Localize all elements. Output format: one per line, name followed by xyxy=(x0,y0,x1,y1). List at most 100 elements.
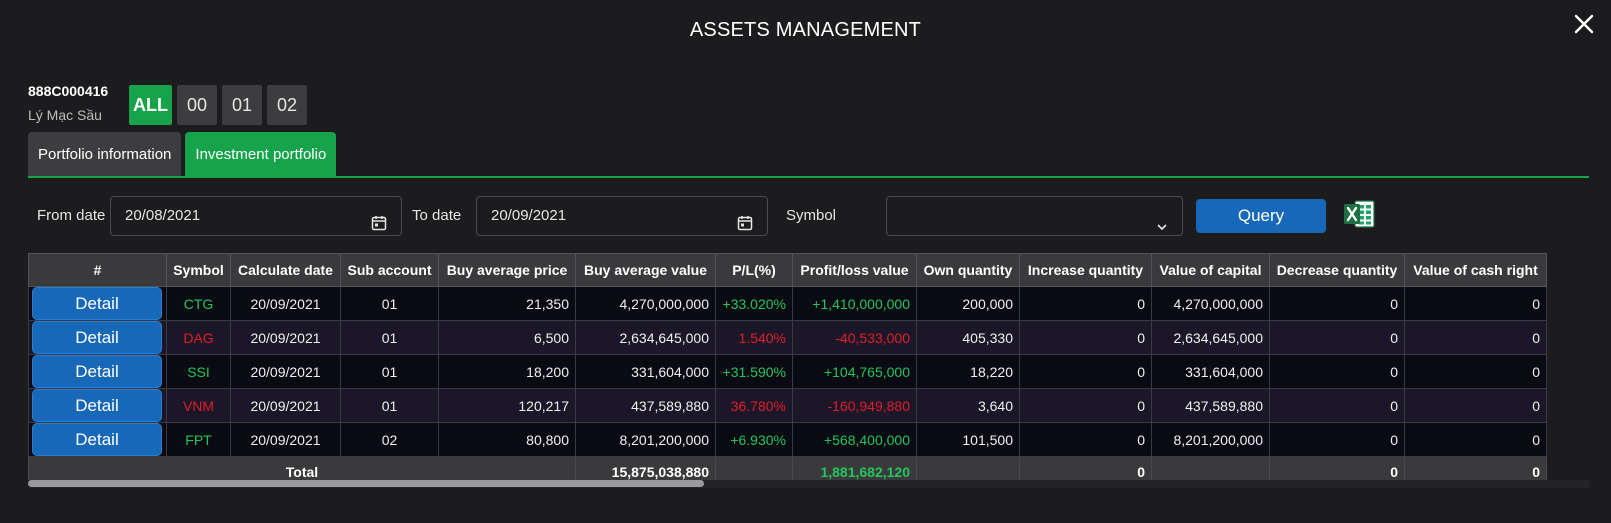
column-header: Value of capital xyxy=(1151,253,1270,287)
column-header: Sub account xyxy=(340,253,439,287)
detail-cell: Detail xyxy=(28,286,167,321)
pl-percent-cell: 1.540% xyxy=(715,320,793,355)
detail-cell: Detail xyxy=(28,388,167,423)
sub-account-00[interactable]: 00 xyxy=(177,85,217,125)
account-name: Lý Mạc Sầu xyxy=(28,107,102,123)
excel-icon[interactable] xyxy=(1342,197,1376,231)
symbol-select[interactable] xyxy=(886,196,1183,236)
from-date-value: 20/08/2021 xyxy=(125,207,201,224)
increase-quantity-cell: 0 xyxy=(1019,354,1152,389)
from-date-input[interactable]: 20/08/2021 xyxy=(110,196,402,236)
calculate-date-cell: 20/09/2021 xyxy=(230,286,341,321)
detail-button[interactable]: Detail xyxy=(33,424,161,455)
value-of-capital-cell: 437,589,880 xyxy=(1151,388,1270,423)
tab-investment-portfolio[interactable]: Investment portfolio xyxy=(185,132,337,176)
buy-average-value-cell: 4,270,000,000 xyxy=(575,286,716,321)
table-row: Detail SSI 20/09/2021 01 18,200 331,604,000 +3… xyxy=(28,354,1547,389)
detail-button[interactable]: Detail xyxy=(33,390,161,421)
sub-account-cell: 01 xyxy=(340,388,439,423)
own-quantity-cell: 200,000 xyxy=(916,286,1020,321)
filter-bar: From date 20/08/2021 To date 20/09/2021 … xyxy=(28,196,1589,236)
column-header: P/L(%) xyxy=(715,253,793,287)
column-header: Profit/loss value xyxy=(792,253,917,287)
buy-average-price-cell: 120,217 xyxy=(438,388,576,423)
detail-button[interactable]: Detail xyxy=(33,322,161,353)
column-header: Buy average value xyxy=(575,253,716,287)
buy-average-price-cell: 80,800 xyxy=(438,422,576,457)
detail-button[interactable]: Detail xyxy=(33,356,161,387)
account-info: 888C000416 Lý Mạc Sầu xyxy=(28,83,108,123)
sub-account-cell: 01 xyxy=(340,354,439,389)
symbol-cell: CTG xyxy=(166,286,231,321)
buy-average-price-cell: 6,500 xyxy=(438,320,576,355)
table-row: Detail CTG 20/09/2021 01 21,350 4,270,000,000… xyxy=(28,286,1547,321)
profit-loss-value-cell: -160,949,880 xyxy=(792,388,917,423)
table-row: Detail VNM 20/09/2021 01 120,217 437,589,880 3… xyxy=(28,388,1547,423)
profit-loss-value-cell: -40,533,000 xyxy=(792,320,917,355)
calendar-icon[interactable] xyxy=(737,208,753,231)
horizontal-scrollbar-thumb[interactable] xyxy=(28,480,704,487)
pl-percent-cell: +33.020% xyxy=(715,286,793,321)
to-date-label: To date xyxy=(412,207,462,224)
own-quantity-cell: 405,330 xyxy=(916,320,1020,355)
chevron-down-icon xyxy=(1156,210,1168,231)
calendar-icon[interactable] xyxy=(371,208,387,231)
profit-loss-value-cell: +568,400,000 xyxy=(792,422,917,457)
to-date-value: 20/09/2021 xyxy=(491,207,567,224)
horizontal-scrollbar-track[interactable] xyxy=(28,480,1589,488)
portfolio-table-wrapper: # Symbol Calculate date Sub account Buy … xyxy=(28,253,1589,491)
detail-button[interactable]: Detail xyxy=(33,288,161,319)
column-header: Buy average price xyxy=(438,253,576,287)
sub-account-02[interactable]: 02 xyxy=(267,85,307,125)
from-date-label: From date xyxy=(37,207,106,224)
profit-loss-value-cell: +1,410,000,000 xyxy=(792,286,917,321)
table-header-row: # Symbol Calculate date Sub account Buy … xyxy=(28,253,1547,287)
to-date-input[interactable]: 20/09/2021 xyxy=(476,196,768,236)
column-header: Symbol xyxy=(166,253,231,287)
symbol-cell: FPT xyxy=(166,422,231,457)
buy-average-value-cell: 8,201,200,000 xyxy=(575,422,716,457)
pl-percent-cell: +6.930% xyxy=(715,422,793,457)
buy-average-value-cell: 437,589,880 xyxy=(575,388,716,423)
value-of-cash-right-cell: 0 xyxy=(1404,354,1547,389)
query-button[interactable]: Query xyxy=(1196,199,1326,233)
calculate-date-cell: 20/09/2021 xyxy=(230,320,341,355)
value-of-cash-right-cell: 0 xyxy=(1404,388,1547,423)
pl-percent-cell: 36.780% xyxy=(715,388,793,423)
value-of-capital-cell: 4,270,000,000 xyxy=(1151,286,1270,321)
column-header: Value of cash right xyxy=(1404,253,1547,287)
detail-cell: Detail xyxy=(28,354,167,389)
increase-quantity-cell: 0 xyxy=(1019,286,1152,321)
symbol-label: Symbol xyxy=(786,207,837,224)
sub-account-all[interactable]: ALL xyxy=(129,85,172,125)
decrease-quantity-cell: 0 xyxy=(1269,388,1405,423)
column-header: Calculate date xyxy=(230,253,341,287)
value-of-capital-cell: 331,604,000 xyxy=(1151,354,1270,389)
main-tabs: Portfolio information Investment portfol… xyxy=(28,132,337,176)
tab-underline xyxy=(28,176,1589,178)
symbol-cell: SSI xyxy=(166,354,231,389)
buy-average-price-cell: 21,350 xyxy=(438,286,576,321)
tab-portfolio-information[interactable]: Portfolio information xyxy=(28,132,182,176)
value-of-cash-right-cell: 0 xyxy=(1404,286,1547,321)
portfolio-table: # Symbol Calculate date Sub account Buy … xyxy=(28,253,1547,487)
sub-account-selector: ALL 00 01 02 xyxy=(129,85,307,125)
value-of-capital-cell: 8,201,200,000 xyxy=(1151,422,1270,457)
increase-quantity-cell: 0 xyxy=(1019,320,1152,355)
buy-average-price-cell: 18,200 xyxy=(438,354,576,389)
column-header: Increase quantity xyxy=(1019,253,1152,287)
pl-percent-cell: +31.590% xyxy=(715,354,793,389)
sub-account-cell: 02 xyxy=(340,422,439,457)
account-id: 888C000416 xyxy=(28,83,109,99)
column-header: Own quantity xyxy=(916,253,1020,287)
buy-average-value-cell: 2,634,645,000 xyxy=(575,320,716,355)
detail-cell: Detail xyxy=(28,422,167,457)
close-icon[interactable] xyxy=(1573,13,1595,35)
calculate-date-cell: 20/09/2021 xyxy=(230,388,341,423)
decrease-quantity-cell: 0 xyxy=(1269,354,1405,389)
column-header: # xyxy=(28,253,167,287)
calculate-date-cell: 20/09/2021 xyxy=(230,354,341,389)
increase-quantity-cell: 0 xyxy=(1019,422,1152,457)
page-title: ASSETS MANAGEMENT xyxy=(689,19,922,41)
sub-account-01[interactable]: 01 xyxy=(222,85,262,125)
